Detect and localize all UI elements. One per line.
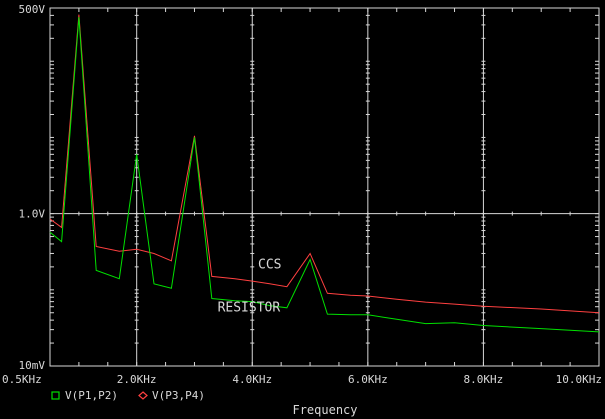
x-tick-label-8khz: 8.0KHz xyxy=(464,373,504,386)
x-tick-label-2khz: 2.0KHz xyxy=(117,373,157,386)
plot-frame xyxy=(49,7,600,367)
annotation-resistor: RESISTOR xyxy=(218,300,281,315)
legend: V(P1,P2) V(P3,P4) xyxy=(51,389,205,402)
legend-diamond-marker-icon xyxy=(138,391,148,400)
legend-square-marker-icon xyxy=(51,391,60,400)
y-tick-label-1v: 1.0V xyxy=(19,208,46,221)
series-layer xyxy=(49,14,600,333)
annotation-ccs: CCS xyxy=(258,258,281,273)
x-tick-label-10khz: 10.0KHz xyxy=(556,373,602,386)
x-tick-label-6khz: 6.0KHz xyxy=(348,373,388,386)
x-tick-label-4khz: 4.0KHz xyxy=(232,373,272,386)
y-tick-label-500v: 500V xyxy=(19,3,46,16)
series-line-v-p3-p4 xyxy=(49,14,600,314)
x-axis-label: Frequency xyxy=(292,403,357,417)
series-line-v-p1-p2 xyxy=(49,17,600,333)
x-tick-label-0-5khz: 0.5KHz xyxy=(2,373,42,386)
legend-entry-v-p3-p4: V(P3,P4) xyxy=(152,389,205,402)
y-tick-label-10mv: 10mV xyxy=(19,359,46,372)
legend-entry-v-p1-p2: V(P1,P2) xyxy=(65,389,118,402)
